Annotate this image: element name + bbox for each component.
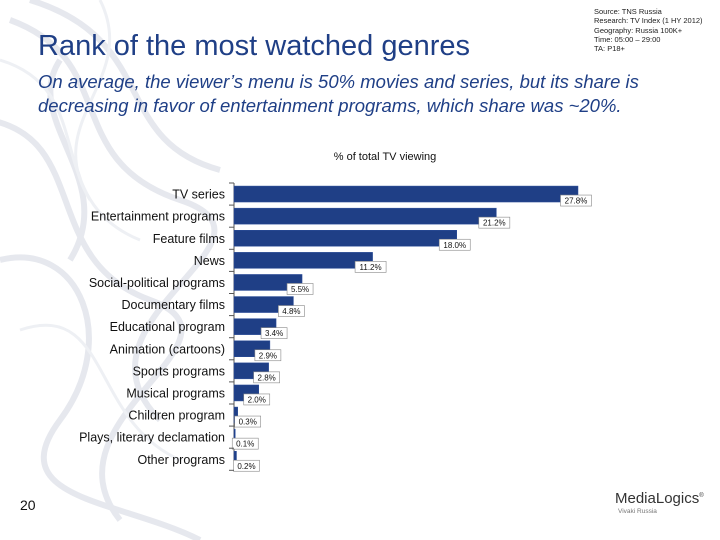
- background-swirl-decoration: [0, 0, 221, 540]
- category-label: Social-political programs: [89, 276, 225, 290]
- source-line: Time: 05:00 – 29:00: [594, 34, 661, 44]
- value-label: 5.5%: [291, 285, 309, 294]
- value-label-box: [478, 216, 511, 229]
- source-line: Geography: Russia 100K+: [594, 25, 683, 35]
- value-label-box: [260, 327, 288, 339]
- value-label: 18.0%: [443, 241, 466, 250]
- value-label: 2.0%: [248, 395, 266, 404]
- source-line: Research: TV Index (1 HY 2012): [594, 16, 703, 26]
- value-label: 21.2%: [483, 219, 506, 228]
- category-label: Animation (cartoons): [110, 342, 225, 356]
- value-label: 0.1%: [236, 440, 254, 449]
- value-label-box: [234, 415, 262, 428]
- logo-name: MediaLogics: [615, 490, 700, 507]
- value-label-box: [278, 305, 305, 317]
- value-label-box: [354, 261, 387, 273]
- category-label: Feature films: [153, 232, 225, 246]
- medialogics-logo: MediaLogics®: [615, 490, 704, 507]
- bar: [233, 274, 303, 291]
- value-label-box: [254, 349, 282, 362]
- source-line: Source: TNS Russia: [594, 7, 662, 16]
- value-label: 0.2%: [237, 462, 255, 471]
- value-label-box: [286, 283, 314, 295]
- value-label-box: [243, 393, 271, 406]
- value-label: 4.8%: [282, 307, 300, 316]
- category-label: Documentary films: [122, 298, 226, 312]
- category-label: Children program: [128, 409, 225, 423]
- value-label: 2.9%: [259, 351, 277, 360]
- category-label: Plays, literary declamation: [79, 431, 225, 445]
- page-title: Rank of the most watched genres: [38, 30, 471, 62]
- value-label-box: [438, 238, 471, 251]
- logo-tagline: Vivaki Russia: [618, 508, 657, 515]
- category-label: TV series: [172, 188, 225, 202]
- bar: [233, 230, 457, 247]
- page-subtitle: On average, the viewer’s menu is 50% mov…: [38, 71, 639, 116]
- chart-title: % of total TV viewing: [333, 151, 437, 163]
- bar: [233, 252, 373, 269]
- source-line: TA: P18+: [594, 44, 625, 54]
- value-label-box: [560, 194, 592, 207]
- page-number: 20: [20, 497, 36, 513]
- logo-tm: ®: [699, 493, 704, 499]
- category-label: Educational program: [110, 320, 225, 334]
- bar: [233, 207, 497, 225]
- value-label: 27.8%: [565, 197, 588, 206]
- bar: [233, 185, 579, 203]
- value-label: 0.3%: [239, 418, 257, 427]
- category-label: News: [194, 254, 225, 268]
- value-label: 3.4%: [265, 329, 283, 338]
- category-label: Entertainment programs: [91, 210, 225, 224]
- category-label: Musical programs: [126, 386, 225, 400]
- source-note: Source: TNS Russia Research: TV Index (1…: [594, 7, 703, 53]
- value-label-box: [253, 371, 280, 384]
- value-label-box: [231, 437, 259, 450]
- category-label: Other programs: [137, 453, 225, 467]
- value-label: 11.2%: [360, 263, 382, 272]
- category-label: Sports programs: [133, 364, 225, 378]
- value-label-box: [233, 459, 260, 472]
- value-label: 2.8%: [258, 373, 276, 382]
